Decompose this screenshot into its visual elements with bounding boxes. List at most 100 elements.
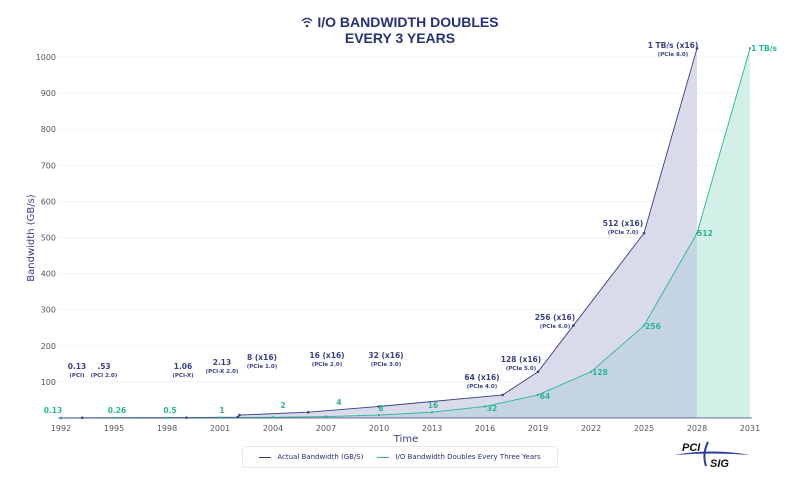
doubling-point (59, 416, 63, 420)
actual-label: 64 (x16) (464, 373, 499, 382)
actual-point (80, 416, 84, 420)
doubling-point (642, 324, 646, 327)
actual-point (572, 324, 575, 327)
y-tick-label: 100 (41, 378, 56, 387)
legend-item-actual[interactable]: Actual Bandwidth (GB/S) (259, 453, 363, 461)
doubling-point (377, 413, 381, 417)
doubling-point (748, 47, 752, 50)
actual-point (695, 47, 699, 50)
doubling-label: 256 (645, 322, 661, 331)
actual-label: 1 TB/s (x16) (648, 41, 699, 50)
doubling-point (271, 416, 275, 419)
doubling-point (165, 416, 169, 420)
x-tick-label: 2019 (528, 424, 548, 433)
x-tick-label: 1998 (157, 424, 177, 433)
actual-sublabel: (PCI 2.0) (91, 373, 118, 379)
doubling-label: 2 (280, 401, 285, 410)
svg-text:SIG: SIG (710, 458, 729, 470)
actual-label: 128 (x16) (501, 355, 541, 364)
actual-label: 256 (x16) (535, 313, 575, 322)
pci-sig-logo: PCI SIG (674, 441, 750, 470)
actual-sublabel: (PCI-X 2.0) (206, 369, 239, 375)
doubling-label: 1 TB/s (751, 44, 777, 53)
doubling-label: 8 (378, 404, 383, 413)
doubling-point (218, 416, 222, 419)
actual-point (307, 410, 310, 414)
doubling-point (112, 416, 116, 420)
x-tick-label: 2025 (634, 424, 654, 433)
chart-title: I/O BANDWIDTH DOUBLES EVERY 3 YEARS (0, 14, 800, 46)
overlap-area (61, 233, 697, 418)
actual-sublabel: (PCIe 3.0) (371, 362, 402, 368)
actual-sublabel: (PCIe 2.0) (312, 362, 343, 368)
x-tick-label: 2031 (740, 424, 760, 433)
doubling-label: 1 (219, 406, 224, 415)
actual-point (236, 415, 239, 419)
actual-point (536, 370, 540, 374)
x-tick-label: 2007 (316, 424, 336, 433)
x-tick-label: 2028 (687, 424, 707, 433)
x-tick-label: 2010 (369, 424, 389, 433)
x-tick-label: 2022 (581, 424, 601, 433)
doubling-label: 0.26 (108, 406, 127, 415)
y-tick-label: 200 (41, 342, 56, 351)
actual-sublabel: (PCIe 7.0) (608, 230, 639, 236)
actual-label: 8 (x16) (247, 353, 277, 362)
doubling-label: 32 (487, 404, 497, 413)
actual-sublabel: (PCI-X) (172, 373, 194, 379)
actual-sublabel: (PCIe 5.0) (506, 366, 537, 372)
doubling-point (536, 393, 540, 397)
y-tick-label: 1000 (36, 53, 56, 62)
y-tick-label: 900 (41, 89, 56, 98)
actual-sublabel: (PCI) (69, 373, 85, 379)
actual-sublabel: (PCIe 8.0) (658, 52, 689, 58)
actual-sublabel: (PCIe 1.0) (247, 364, 278, 370)
actual-point (185, 416, 188, 419)
actual-label: 2.13 (213, 358, 232, 367)
x-tick-label: 2001 (210, 424, 230, 433)
y-tick-label: 700 (41, 161, 56, 170)
actual-point (501, 393, 504, 397)
y-tick-label: 600 (41, 197, 56, 206)
actual-point (377, 405, 381, 408)
doubling-label: 512 (697, 229, 713, 238)
svg-text:PCI: PCI (682, 442, 701, 454)
legend: Actual Bandwidth (GB/S) I/O Bandwidth Do… (242, 446, 558, 468)
actual-label: 1.06 (174, 362, 193, 371)
doubling-point (430, 411, 434, 414)
doubling-label: 0.13 (44, 406, 63, 415)
actual-label: 512 (x16) (603, 219, 643, 228)
actual-point (238, 413, 241, 417)
y-tick-label: 300 (41, 306, 56, 315)
x-tick-label: 1995 (104, 424, 124, 433)
y-axis-label: Bandwidth (GB/s) (26, 194, 37, 282)
wifi-icon (301, 14, 313, 30)
x-tick-label: 2016 (475, 424, 495, 433)
x-tick-label: 1992 (51, 424, 71, 433)
doubling-point (483, 405, 487, 408)
doubling-label: 128 (592, 368, 608, 377)
doubling-label: 64 (540, 392, 550, 401)
doubling-label: 16 (428, 401, 438, 410)
x-tick-label: 2013 (422, 424, 442, 433)
actual-point (642, 231, 646, 235)
actual-sublabel: (PCIe 4.0) (467, 384, 498, 390)
doubling-point (695, 231, 699, 235)
doubling-label: 4 (336, 398, 341, 407)
actual-label: 16 (x16) (309, 351, 344, 360)
y-tick-label: 500 (41, 234, 56, 243)
doubling-label: 0.5 (163, 406, 176, 415)
actual-label: 32 (x16) (368, 351, 403, 360)
x-tick-label: 2004 (263, 424, 283, 433)
doubling-point (589, 370, 593, 373)
x-axis-label: Time (393, 434, 418, 445)
actual-label: 0.13 (68, 362, 87, 371)
doubling-point (324, 415, 328, 418)
y-tick-label: 400 (41, 270, 56, 279)
actual-label: .53 (97, 362, 110, 371)
actual-sublabel: (PCIe 6.0) (540, 324, 571, 330)
legend-item-doubling[interactable]: I/O Bandwidth Doubles Every Three Years (377, 453, 541, 461)
y-tick-label: 800 (41, 125, 56, 134)
